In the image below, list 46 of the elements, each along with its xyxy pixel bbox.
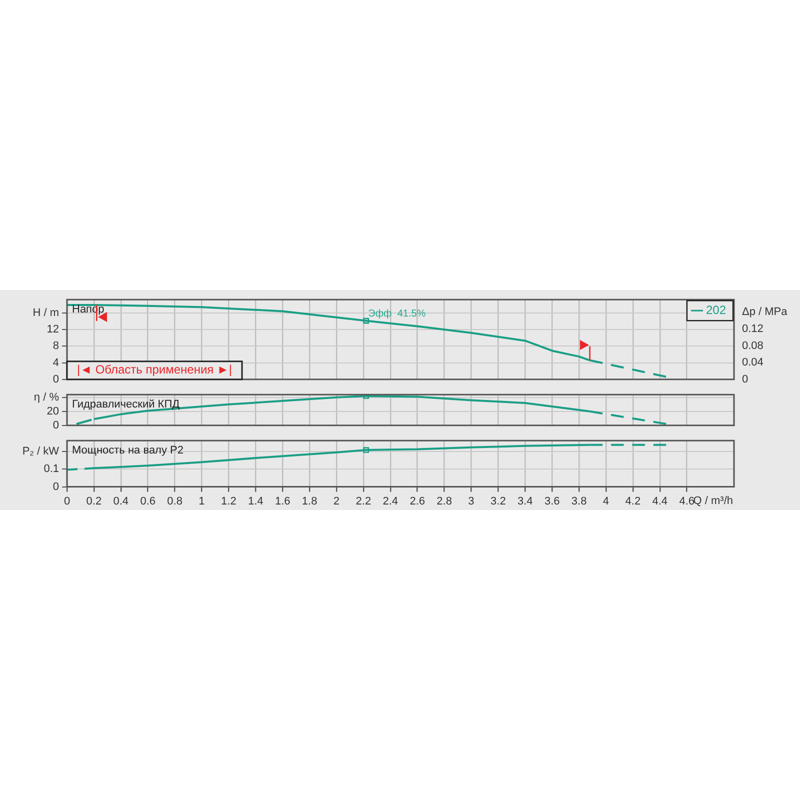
x-tick-label: 1.2 [221, 495, 236, 508]
x-tick-label: 2 [333, 495, 340, 508]
annotation: Эфф 41.5% [368, 308, 426, 320]
x-tick-label: 3.6 [544, 495, 560, 508]
x-tick-label: 1.8 [302, 495, 318, 508]
y-axis-title: P₂ / kW [22, 445, 60, 458]
y-tick-label: 0 [52, 419, 59, 432]
y-tick-label: 12 [46, 324, 59, 336]
y2-tick-label: 0 [742, 373, 748, 386]
x-tick-label: 1.6 [274, 495, 290, 508]
x-tick-label: 0.8 [167, 495, 182, 508]
y-tick-label: 0 [52, 373, 59, 386]
x-tick-label: 1 [198, 495, 205, 508]
x-axis-title: Q / m³/h [693, 494, 733, 507]
x-tick-label: 2.8 [436, 495, 452, 508]
x-tick-label: 0.6 [140, 495, 156, 508]
x-tick-label: 2.6 [410, 495, 425, 508]
x-tick-label: 3.4 [517, 495, 533, 508]
x-tick-label: 0.4 [113, 495, 129, 508]
y-tick-label: 8 [52, 340, 59, 352]
x-tick-label: 0.2 [86, 495, 102, 508]
y2-tick-label: 0.04 [742, 356, 764, 369]
x-tick-label: 0 [64, 495, 70, 508]
y2-tick-label: 0.08 [742, 340, 764, 352]
x-tick-label: 2.2 [356, 495, 372, 508]
y-axis-title: H / m [32, 306, 59, 319]
y-axis-title: η / % [34, 391, 60, 404]
chart-title: Гидравлический КПД [72, 398, 180, 411]
y-tick-label: 0.1 [44, 463, 59, 476]
x-tick-label: 4 [602, 495, 610, 508]
x-tick-label: 2.4 [382, 495, 398, 508]
annotation: |◄ Область применения ►| [77, 362, 232, 377]
y-tick-label: 20 [46, 405, 59, 418]
y-tick-label: 4 [52, 356, 59, 369]
x-tick-label: 4.6 [679, 495, 694, 508]
x-tick-label: 3.2 [490, 495, 506, 508]
y2-axis-title: Δp / MPa [742, 306, 788, 318]
y-tick-label: 0 [52, 480, 59, 493]
x-tick-label: 3 [468, 495, 474, 508]
legend-label: 202 [706, 302, 726, 317]
x-tick-label: 4.4 [652, 495, 668, 508]
x-tick-label: 4.2 [625, 495, 641, 508]
chart-title: Мощность на валу P2 [72, 444, 184, 457]
x-tick-label: 1.4 [248, 495, 264, 508]
x-tick-label: 3.8 [571, 495, 587, 508]
y2-tick-label: 0.12 [742, 323, 764, 336]
